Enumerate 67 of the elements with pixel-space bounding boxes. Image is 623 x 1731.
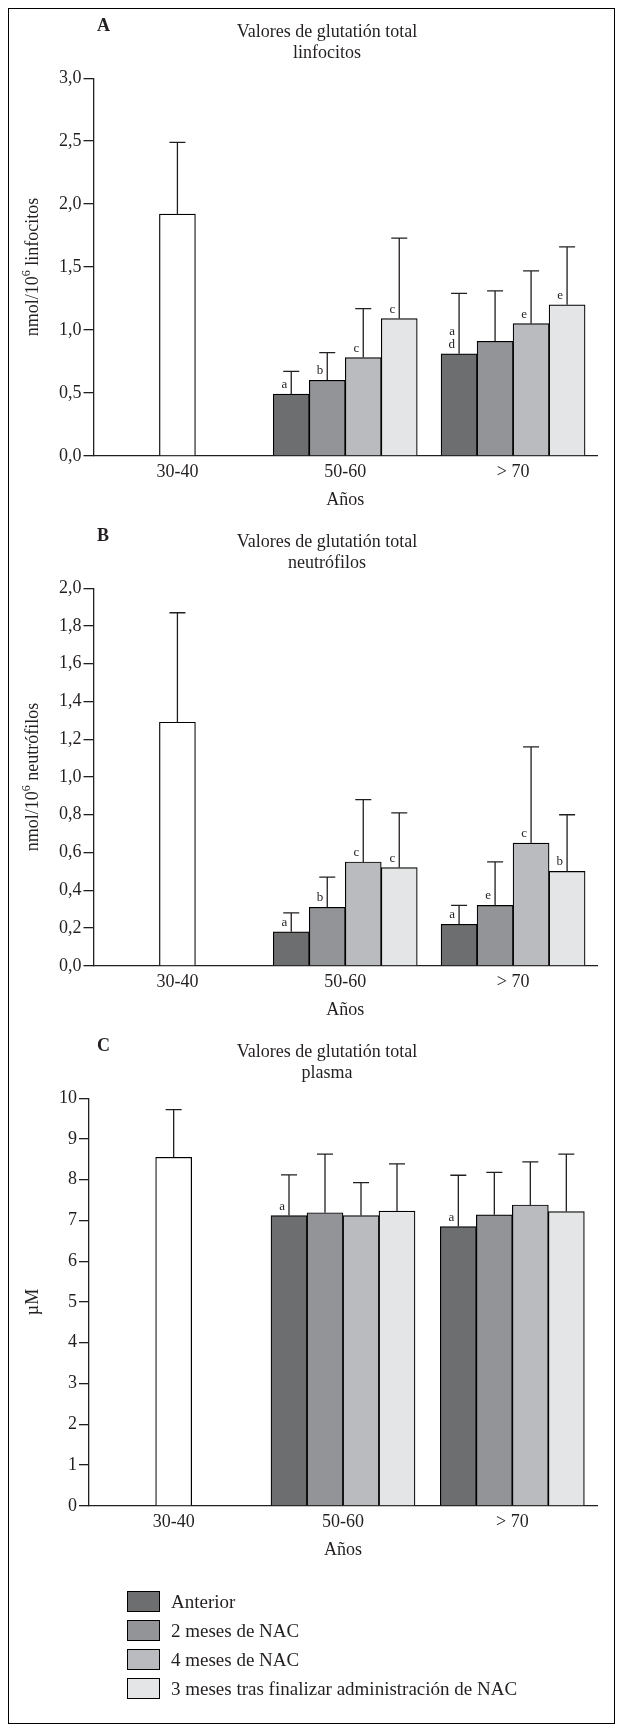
chart-title: Valores de glutatión total (236, 530, 418, 551)
data-label: c (389, 849, 396, 865)
data-label: c (389, 300, 396, 316)
x-tick-label: 30-40 (152, 1511, 195, 1532)
y-tick-label: 2,0 (59, 576, 82, 597)
y-tick-label: 2 (68, 1413, 77, 1434)
data-label: a (449, 906, 456, 922)
y-tick-label: 6 (68, 1249, 77, 1270)
y-tick-label: 1,2 (59, 727, 82, 748)
y-tick-label: 0,8 (59, 803, 82, 824)
legend-label: Anterior (171, 1590, 236, 1613)
y-tick-label: 0,0 (59, 954, 82, 975)
y-tick-label: 0 (68, 1494, 77, 1515)
data-label: a (281, 913, 288, 929)
y-tick-label: 10 (59, 1086, 77, 1107)
y-tick-label: 1 (68, 1453, 77, 1474)
data-label: e (485, 887, 492, 903)
x-tick-label: 50-60 (322, 1511, 364, 1532)
x-tick-label: 50-60 (324, 461, 367, 482)
data-label: e (557, 286, 564, 302)
y-axis-title: µM (21, 1288, 42, 1316)
chart-title: Valores de glutatión total (236, 20, 418, 41)
data-label: b (316, 889, 324, 905)
text: C (97, 1034, 110, 1055)
y-tick-label: 1,6 (59, 652, 82, 673)
y-tick-label: 2,0 (59, 192, 82, 213)
y-tick-label: 5 (68, 1290, 77, 1311)
y-tick-label: 1,5 (59, 255, 82, 276)
data-label: c (353, 339, 360, 355)
y-axis-title: nmol/106 neutrófilos (18, 702, 42, 852)
x-tick-label: 50-60 (324, 971, 367, 992)
text: B (97, 524, 110, 545)
data-label: a (281, 376, 288, 392)
y-tick-label: 0,5 (59, 381, 82, 402)
data-label: b (316, 362, 324, 378)
y-tick-label: 2,5 (59, 129, 82, 150)
data-label: a (279, 1197, 286, 1213)
y-tick-label: 9 (68, 1127, 77, 1148)
y-tick-label: 3,0 (59, 66, 82, 87)
y-tick-label: 1,0 (59, 765, 82, 786)
x-tick-label: > 70 (496, 1511, 529, 1532)
data-label: a d (448, 322, 456, 351)
y-tick-label: 4 (68, 1331, 77, 1352)
data-label: a (448, 1208, 455, 1224)
text: A (97, 14, 110, 35)
y-tick-label: 0,6 (59, 841, 82, 862)
chart-title: Valores de glutatión total (236, 1040, 418, 1061)
y-tick-label: 8 (68, 1168, 77, 1189)
y-tick-label: 0,4 (59, 879, 82, 900)
y-tick-label: 1,4 (59, 690, 82, 711)
y-tick-label: 0,2 (59, 916, 82, 937)
y-axis-title: nmol/106 linfocitos (18, 197, 42, 337)
x-tick-label: > 70 (496, 461, 530, 482)
y-tick-label: 1,8 (59, 614, 82, 635)
y-tick-label: 7 (68, 1209, 77, 1230)
legend-label: 3 meses tras finalizar administración de NAC (171, 1677, 518, 1700)
y-tick-label: 0,0 (59, 444, 82, 465)
data-label: b (556, 853, 564, 869)
legend-label: 4 meses de NAC (171, 1648, 300, 1671)
x-tick-label: > 70 (496, 971, 530, 992)
y-tick-label: 3 (68, 1372, 77, 1393)
y-tick-label: 1,0 (59, 318, 82, 339)
data-label: c (353, 843, 360, 859)
x-tick-label: 30-40 (156, 461, 199, 482)
data-label: c (521, 825, 528, 840)
x-tick-label: 30-40 (156, 971, 199, 992)
legend-label: 2 meses de NAC (171, 1619, 300, 1642)
